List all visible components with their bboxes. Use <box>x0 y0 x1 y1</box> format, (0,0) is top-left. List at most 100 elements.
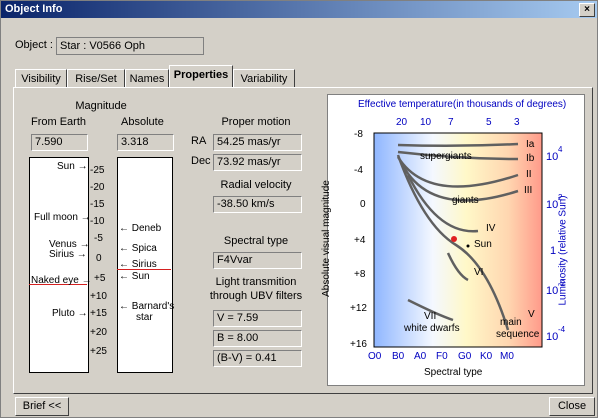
label-ib: Ib <box>526 153 535 164</box>
mark-sun-left: Sun → <box>57 161 88 172</box>
curve-iv <box>406 174 479 233</box>
mag-tick: +20 <box>90 327 107 338</box>
spec-tick: M0 <box>500 351 514 362</box>
hr-left-axis-title: Absolute visual magnitude <box>320 180 332 297</box>
object-field: Star : V0566 Oph <box>56 37 204 55</box>
temp-tick: 3 <box>514 117 520 128</box>
label-v: V <box>528 309 535 320</box>
magnitude-ticks: -25 -20 -15 -10 -5 0 +5 +10 +15 +20 +25 <box>88 157 116 371</box>
mag-axis-tick: -4 <box>354 165 363 176</box>
curve-v <box>396 154 510 331</box>
mag-axis-tick: 0 <box>360 199 366 210</box>
label-supergiants: supergiants <box>420 151 472 162</box>
hr-curves <box>396 142 519 331</box>
spec-tick: A0 <box>414 351 427 362</box>
mag-tick: -25 <box>90 165 105 176</box>
curve-ib <box>397 150 519 161</box>
tab-names[interactable]: Names <box>125 69 169 88</box>
label-vi: VI <box>474 267 484 278</box>
mag-tick: +10 <box>90 291 107 302</box>
label-giants: giants <box>452 195 479 206</box>
v-filter-field: V = 7.59 <box>213 310 302 327</box>
mark-sirius-right: ← Sirius <box>119 259 157 270</box>
sun-marker <box>466 244 470 248</box>
spectral-type-field: F4Vvar <box>213 252 302 269</box>
dec-field: 73.92 mas/yr <box>213 154 302 171</box>
light-heading-1: Light transmition <box>215 276 297 288</box>
window-title: Object Info <box>5 3 63 15</box>
mark-full-moon: Full moon → <box>34 212 91 223</box>
mag-axis-tick: +4 <box>354 235 366 246</box>
radial-velocity-heading: Radial velocity <box>220 179 292 191</box>
mag-axis-tick: +12 <box>350 303 367 314</box>
tab-visibility[interactable]: Visibility <box>15 69 67 88</box>
mark-deneb: ← Deneb <box>119 223 162 234</box>
proper-motion-heading: Proper motion <box>221 116 291 128</box>
mark-sirius-left: Sirius → <box>49 249 87 260</box>
properties-panel <box>13 87 593 394</box>
temp-tick: 20 <box>396 117 408 128</box>
absolute-field: 3.318 <box>117 134 174 151</box>
label-sun: Sun <box>474 239 492 250</box>
object-label: Object : <box>15 39 53 51</box>
star-marker <box>451 236 457 242</box>
lum-tick-exp: 2 <box>558 193 563 202</box>
spec-tick: F0 <box>436 351 448 362</box>
spec-tick: O0 <box>368 351 382 362</box>
hr-top-title: Effective temperature(in thousands of de… <box>358 99 567 110</box>
close-button[interactable]: Close <box>549 397 595 416</box>
spectral-type-heading: Spectral type <box>223 235 289 247</box>
earth-marker-line <box>29 284 87 285</box>
temp-tick: 7 <box>448 117 454 128</box>
temp-tick: 5 <box>486 117 492 128</box>
curve-vii <box>407 298 454 322</box>
mark-pluto: Pluto → <box>52 308 88 319</box>
label-white-dwarfs: white dwarfs <box>404 323 460 334</box>
mark-barnards-star: star <box>136 312 153 323</box>
label-iii: III <box>524 185 533 196</box>
title-bar[interactable]: Object Info × <box>1 1 597 18</box>
dec-label: Dec <box>191 155 211 167</box>
spec-tick: G0 <box>458 351 472 362</box>
mark-spica: ← Spica <box>119 243 157 254</box>
mag-axis-tick: +8 <box>354 269 366 280</box>
label-ii: II <box>526 169 532 180</box>
curve-ii <box>396 156 519 188</box>
temp-tick: 10 <box>420 117 432 128</box>
mark-naked-eye: Naked eye → <box>31 275 92 286</box>
lum-tick: 1 <box>550 245 557 257</box>
hr-diagram: Effective temperature(in thousands of de… <box>321 94 585 386</box>
mark-venus: Venus → <box>49 239 90 250</box>
mag-tick: +5 <box>94 273 106 284</box>
from-earth-label: From Earth <box>31 116 87 128</box>
absolute-label: Absolute <box>121 116 164 128</box>
brief-button[interactable]: Brief << <box>15 397 69 416</box>
tab-variability[interactable]: Variability <box>233 69 295 88</box>
lum-tick: 10 <box>546 199 559 211</box>
mag-tick: -10 <box>90 216 105 227</box>
tab-properties[interactable]: Properties <box>169 65 233 88</box>
label-ia: Ia <box>526 139 535 150</box>
lum-tick-exp: 4 <box>558 145 563 154</box>
hr-plot-area <box>373 132 543 348</box>
curve-iii <box>398 159 519 202</box>
mag-tick: -5 <box>94 233 103 244</box>
from-earth-field: 7.590 <box>31 134 88 151</box>
curve-vi <box>446 252 469 282</box>
tab-rise-set[interactable]: Rise/Set <box>67 69 125 88</box>
close-icon[interactable]: × <box>579 3 595 17</box>
mag-axis-tick: +16 <box>350 339 367 350</box>
mark-sun-right: ← Sun <box>119 271 150 282</box>
mark-barnards: ← Barnard's <box>119 301 175 312</box>
lum-tick: 10 <box>546 285 559 297</box>
hr-diagram-svg <box>373 132 543 348</box>
mag-tick: -20 <box>90 182 105 193</box>
spec-tick: K0 <box>480 351 493 362</box>
absolute-magnitude-scale <box>117 157 173 373</box>
spec-tick: B0 <box>392 351 405 362</box>
label-sequence: sequence <box>496 329 540 340</box>
label-iv: IV <box>486 223 496 234</box>
mag-axis-tick: -8 <box>354 129 363 140</box>
mag-tick: 0 <box>96 253 102 264</box>
